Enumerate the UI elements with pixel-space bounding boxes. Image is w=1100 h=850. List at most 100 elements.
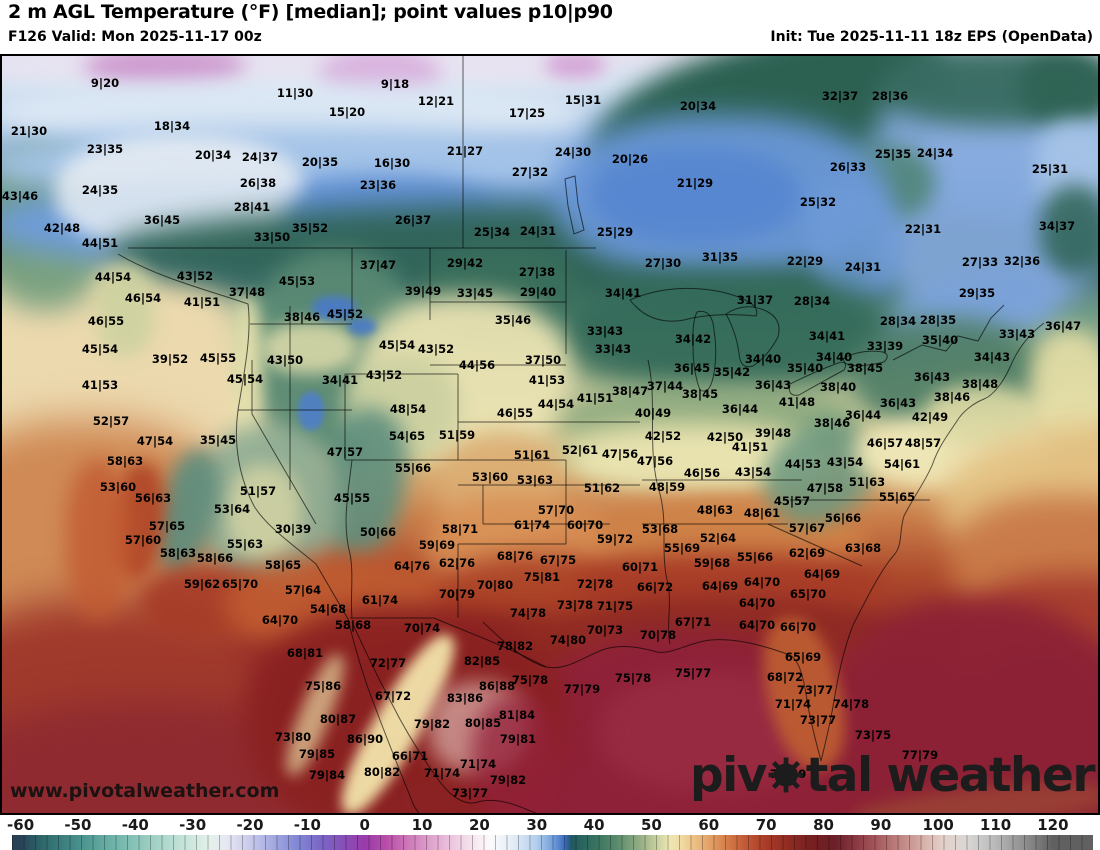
colorbar-tick-label: 110 (979, 816, 1012, 834)
point-value: 35|45 (199, 433, 237, 447)
point-value: 72|77 (369, 656, 407, 670)
colorbar-tick-label: 100 (922, 816, 954, 834)
point-value: 73|77 (799, 713, 837, 727)
point-value: 54|68 (309, 602, 347, 616)
point-value: 16|30 (373, 156, 411, 170)
point-value: 27|38 (518, 265, 556, 279)
point-value: 41|53 (528, 373, 566, 387)
point-value: 26|38 (239, 176, 277, 190)
point-value: 70|80 (476, 578, 514, 592)
point-value: 9|18 (380, 77, 410, 91)
point-value: 53|63 (516, 473, 554, 487)
point-value: 42|50 (706, 430, 744, 444)
pivotalweather-logo: piv tal weather (690, 748, 1096, 803)
point-value: 60|71 (621, 560, 659, 574)
point-value: 58|63 (106, 454, 144, 468)
point-value: 41|53 (81, 378, 119, 392)
point-value: 44|51 (81, 236, 119, 250)
point-value: 26|33 (829, 160, 867, 174)
point-value: 55|65 (878, 490, 916, 504)
point-value: 86|88 (478, 679, 516, 693)
point-value: 29|40 (519, 285, 557, 299)
point-value: 53|68 (641, 522, 679, 536)
point-value: 77|79 (563, 682, 601, 696)
point-value: 66|70 (779, 620, 817, 634)
point-value: 51|57 (239, 484, 277, 498)
colorbar: -60 -50 -40 -30 -20 -10 0 10 20 30 40 50 60 70 80 90 100… (0, 815, 1100, 850)
point-value: 59|72 (596, 532, 634, 546)
point-value: 44|54 (94, 270, 132, 284)
point-value: 9|20 (90, 76, 120, 90)
point-value: 23|35 (86, 142, 124, 156)
point-value: 64|70 (738, 618, 776, 632)
point-value: 48|63 (696, 503, 734, 517)
point-value: 47|56 (636, 454, 674, 468)
point-value: 64|70 (743, 575, 781, 589)
point-value: 33|50 (253, 230, 291, 244)
temp-field-blob (66, 460, 131, 620)
colorbar-tick-label: -40 (121, 816, 149, 834)
point-value: 28|36 (871, 89, 909, 103)
point-value: 21|29 (676, 176, 714, 190)
logo-text-tal-weather: tal weather (805, 748, 1096, 803)
point-value: 41|51 (731, 440, 769, 454)
point-value: 43|52 (365, 368, 403, 382)
point-value: 37|47 (359, 258, 397, 272)
point-value: 25|34 (473, 225, 511, 239)
point-value: 43|54 (826, 455, 864, 469)
point-value: 58|68 (334, 618, 372, 632)
point-value: 45|55 (199, 351, 237, 365)
point-value: 68|76 (496, 549, 534, 563)
point-value: 27|32 (511, 165, 549, 179)
point-value: 24|31 (844, 260, 882, 274)
point-value: 43|46 (1, 189, 39, 203)
point-value: 35|52 (291, 221, 329, 235)
point-value: 23|36 (359, 178, 397, 192)
point-value: 57|70 (537, 503, 575, 517)
model-init-time: Init: Tue 2025-11-11 18z EPS (OpenData) (770, 29, 1093, 45)
point-value: 15|31 (564, 93, 602, 107)
point-value: 37|44 (646, 379, 684, 393)
point-value: 71|74 (423, 766, 461, 780)
point-value: 33|43 (594, 342, 632, 356)
temp-field-blob (590, 148, 800, 243)
point-value: 45|52 (326, 307, 364, 321)
point-value: 43|54 (734, 465, 772, 479)
point-value: 34|40 (815, 350, 853, 364)
colorbar-tick-label: 20 (468, 816, 490, 834)
temp-field-blob (555, 272, 895, 392)
point-value: 31|37 (736, 293, 774, 307)
point-value: 31|35 (701, 250, 739, 264)
point-value: 44|54 (537, 397, 575, 411)
temp-field-blob (545, 54, 605, 78)
point-value: 21|27 (446, 144, 484, 158)
point-value: 48|54 (389, 402, 427, 416)
point-value: 24|31 (519, 224, 557, 238)
point-value: 70|73 (586, 623, 624, 637)
point-value: 35|46 (494, 313, 532, 327)
point-value: 67|71 (674, 615, 712, 629)
point-value: 70|79 (438, 587, 476, 601)
temp-field-blob (85, 54, 245, 86)
point-value: 83|86 (446, 691, 484, 705)
point-value: 55|66 (736, 550, 774, 564)
point-value: 24|30 (554, 145, 592, 159)
point-value: 12|21 (417, 94, 455, 108)
point-value: 28|34 (793, 294, 831, 308)
temp-field-blob (95, 262, 155, 357)
colorbar-gradient (12, 835, 1093, 850)
point-value: 50|66 (359, 525, 397, 539)
colorbar-tick-label: -50 (64, 816, 92, 834)
point-value: 34|41 (321, 373, 359, 387)
point-value: 82|85 (463, 654, 501, 668)
point-value: 74|78 (509, 606, 547, 620)
point-value: 36|47 (1044, 319, 1082, 333)
map-canvas[interactable]: 9|20 11|30 9|18 12|21 15|31 20|34 32|37 28|36 21… (0, 54, 1100, 815)
point-value: 73|78 (556, 598, 594, 612)
temp-field-blob (298, 392, 324, 430)
point-value: 79|82 (489, 773, 527, 787)
point-value: 63|68 (844, 541, 882, 555)
point-value: 32|37 (821, 89, 859, 103)
point-values-layer: 9|20 11|30 9|18 12|21 15|31 20|34 32|37 28|36 21… (0, 54, 1100, 815)
